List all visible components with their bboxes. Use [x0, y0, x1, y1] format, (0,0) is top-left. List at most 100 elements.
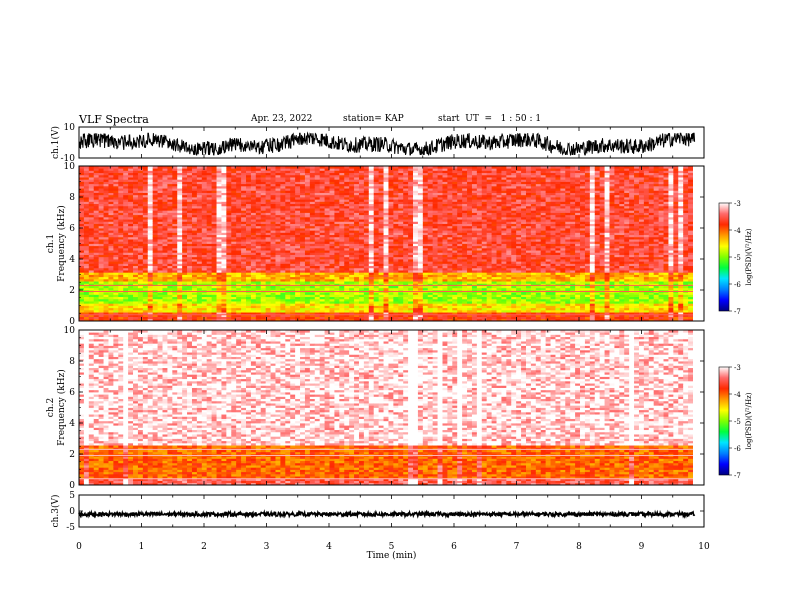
spectrogram-cell: [137, 307, 144, 311]
spectrogram-cell: [177, 197, 183, 200]
spectrogram-cell: [236, 183, 242, 187]
spectrogram-cell: [422, 170, 429, 174]
spectrogram-cell: [201, 172, 208, 176]
spectrogram-cell: [157, 199, 163, 202]
spectrogram-cell: [295, 185, 301, 189]
spectrogram-cell: [118, 274, 124, 278]
spectrogram-cell: [182, 305, 188, 309]
spectrogram-cell: [196, 177, 203, 180]
spectrogram-cell: [108, 294, 114, 298]
spectrogram-cell: [246, 230, 252, 233]
spectrogram-cell: [226, 170, 232, 174]
spectrogram-cell: [142, 194, 149, 198]
spectrogram-cell: [363, 221, 370, 224]
spectrogram-cell: [79, 276, 85, 280]
spectrogram-cell: [358, 221, 365, 224]
spectrogram-cell: [246, 192, 252, 196]
spectrogram-cell: [250, 247, 257, 251]
spectrogram-cell: [265, 221, 271, 224]
spectrogram-cell: [260, 241, 267, 244]
spectrogram-cell: [295, 241, 301, 244]
spectrogram-cell: [152, 256, 158, 260]
spectrogram-cell: [167, 219, 173, 222]
spectrogram-cell: [172, 312, 178, 315]
spectrogram-cell: [314, 272, 321, 275]
spectrogram-cell: [123, 292, 129, 295]
spectrogram-cell: [221, 298, 227, 302]
spectrogram-cell: [206, 283, 213, 286]
spectrogram-cell: [206, 228, 213, 231]
spectrogram-cell: [250, 201, 257, 205]
spectrogram-cell: [162, 185, 168, 189]
spectrogram-cell: [393, 236, 399, 240]
spectrogram-cell: [334, 303, 340, 306]
spectrogram-cell: [236, 316, 242, 320]
spectrogram-cell: [172, 252, 178, 255]
spectrogram-cell: [265, 201, 271, 205]
spectrogram-cell: [172, 298, 178, 302]
spectrogram-cell: [108, 256, 114, 260]
spectrogram-cell: [398, 221, 404, 224]
spectrogram-cell: [408, 263, 414, 267]
spectrogram-cell: [133, 261, 139, 264]
spectrogram-cell: [211, 318, 217, 322]
spectrogram-cell: [187, 208, 193, 211]
spectrogram-cell: [221, 261, 227, 264]
spectrogram-cell: [344, 241, 350, 244]
spectrogram-cell: [93, 183, 100, 187]
spectrogram-cell: [255, 190, 262, 193]
spectrogram-cell: [147, 250, 154, 253]
spectrogram-cell: [137, 234, 144, 238]
spectrogram-cell: [236, 259, 242, 262]
spectrogram-cell: [319, 216, 325, 220]
spectrogram-cell: [201, 243, 208, 247]
spectrogram-cell: [133, 239, 139, 242]
spectrogram-cell: [236, 216, 242, 220]
spectrogram-cell: [226, 232, 232, 236]
spectrogram-cell: [236, 298, 242, 302]
spectrogram-cell: [216, 305, 222, 309]
spectrogram-cell: [142, 210, 149, 213]
spectrogram-cell: [88, 219, 95, 222]
spectrogram-cell: [108, 179, 114, 182]
spectrogram-cell: [103, 203, 109, 207]
spectrogram-cell: [187, 188, 193, 191]
spectrogram-cell: [142, 314, 149, 317]
spectrogram-cell: [354, 236, 360, 240]
spectrogram-cell: [108, 285, 114, 289]
spectrogram-cell: [211, 197, 217, 200]
spectrogram-cell: [265, 287, 271, 291]
spectrogram-cell: [133, 298, 139, 302]
spectrogram-cell: [255, 208, 262, 211]
spectrogram-cell: [334, 241, 340, 244]
spectrogram-cell: [398, 170, 404, 174]
spectrogram-cell: [231, 221, 237, 224]
spectrogram-cell: [246, 188, 252, 191]
spectrogram-cell: [314, 247, 321, 251]
spectrogram-cell: [133, 247, 139, 251]
spectrogram-cell: [275, 236, 281, 240]
spectrogram-cell: [231, 285, 237, 289]
spectrogram-cell: [182, 194, 188, 198]
spectrogram-cell: [221, 287, 227, 291]
spectrogram-cell: [172, 234, 178, 238]
spectrogram-cell: [162, 223, 168, 227]
spectrogram-cell: [211, 309, 217, 313]
spectrogram-cell: [329, 170, 335, 174]
spectrogram-cell: [201, 208, 208, 211]
spectrogram-cell: [187, 212, 193, 216]
spectrogram-cell: [201, 236, 208, 240]
spectrogram-cell: [413, 303, 419, 306]
spectrogram-cell: [241, 294, 247, 298]
spectrogram-cell: [133, 177, 139, 180]
spectrogram-cell: [344, 179, 350, 182]
spectrogram-cell: [157, 305, 163, 309]
spectrogram-cell: [103, 307, 109, 311]
spectrogram-cell: [83, 245, 90, 249]
spectrogram-cell: [378, 236, 384, 240]
spectrogram-cell: [368, 294, 375, 298]
spectrogram-cell: [79, 316, 85, 320]
spectrogram-cell: [123, 214, 129, 218]
spectrogram-cell: [290, 170, 296, 174]
spectrogram-cell: [211, 243, 217, 247]
